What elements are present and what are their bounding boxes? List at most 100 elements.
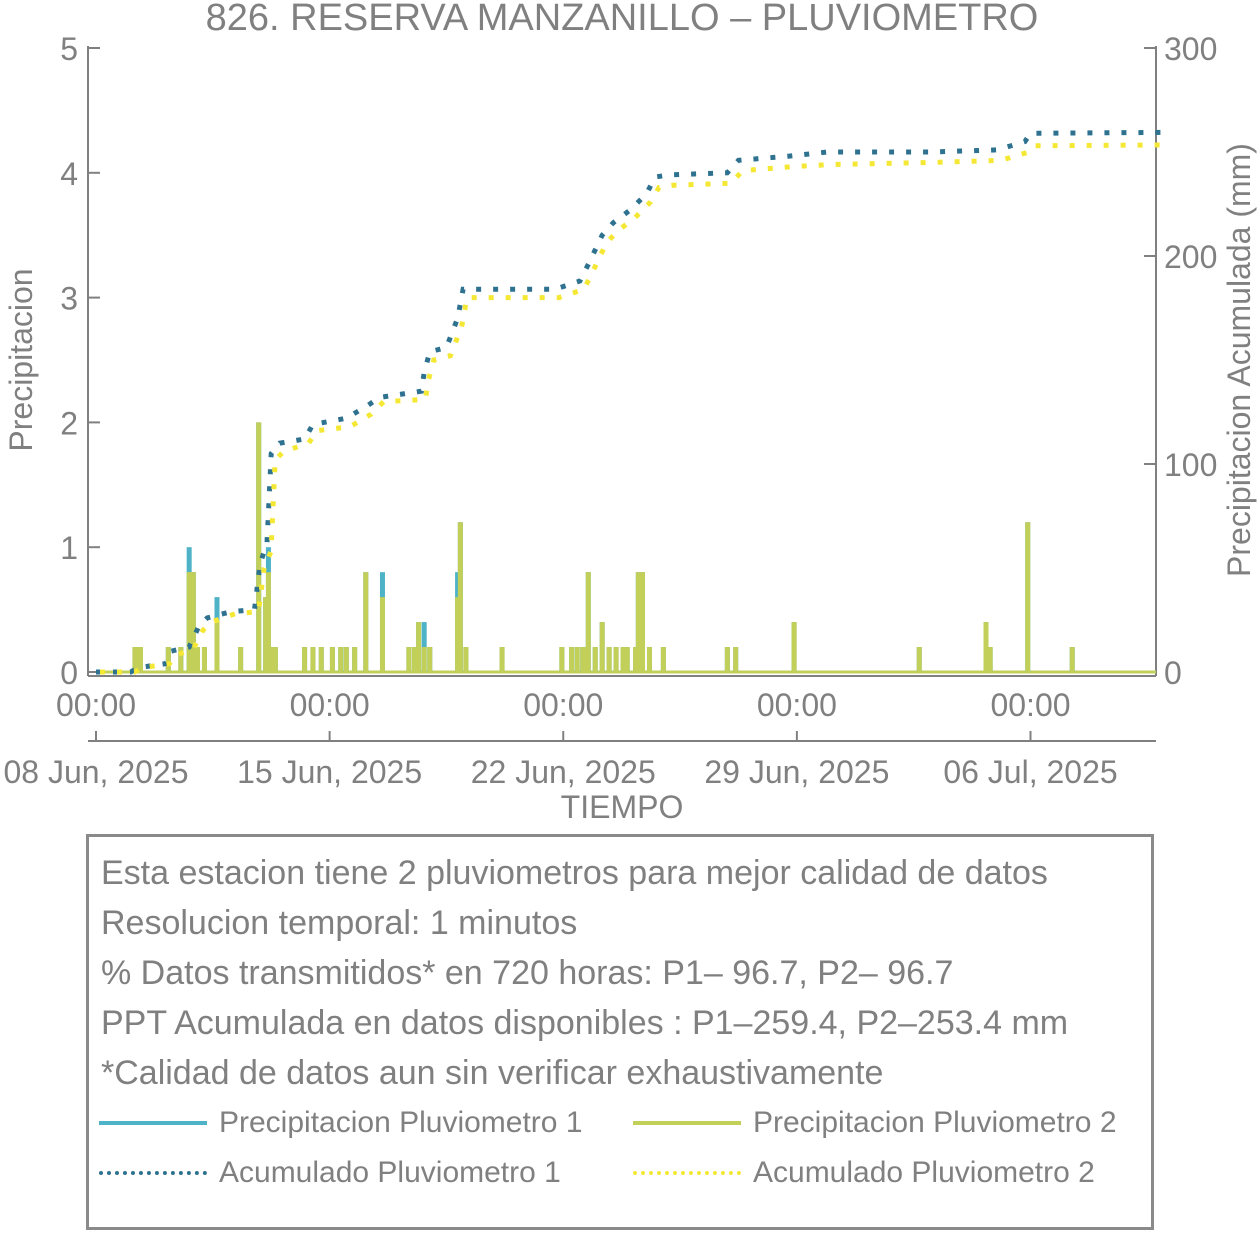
legend-swatch-acum-p2 — [633, 1171, 741, 1175]
precip-p2-bar — [592, 647, 598, 672]
legend-item-acum-p1: Acumulado Pluviometro 1 — [99, 1153, 619, 1193]
left-tick-label: 2 — [60, 405, 78, 441]
precip-p2-bar — [310, 647, 316, 672]
info-line-stations: Esta estacion tiene 2 pluviometros para … — [101, 854, 1048, 892]
info-line-quality-note: *Calidad de datos aun sin verificar exha… — [101, 1054, 884, 1092]
precip-p2-bar — [214, 622, 220, 672]
precip-p2-bar — [613, 647, 619, 672]
x-tick-time-label: 00:00 — [757, 687, 837, 723]
legend-label-precip-p2: Precipitacion Pluviometro 2 — [753, 1106, 1117, 1139]
precip-p2-bar — [427, 647, 433, 672]
precip-p2-bar — [463, 647, 469, 672]
legend-item-precip-p1: Precipitacion Pluviometro 1 — [99, 1103, 619, 1143]
precip-p2-bar — [569, 647, 575, 672]
precip-p2-bar — [1069, 647, 1075, 672]
info-line-resolution: Resolucion temporal: 1 minutos — [101, 904, 578, 942]
precip-p2-bar — [411, 647, 417, 672]
precip-p2-bar — [268, 647, 274, 672]
rainfall-chart: 826. RESERVA MANZANILLO – PLUVIOMETRO 0 1 2… — [3, 0, 1257, 825]
precip-p2-bar — [190, 572, 196, 672]
precip-p2-bar — [646, 647, 652, 672]
x-tick-time-label: 00:00 — [290, 687, 370, 723]
legend-swatch-precip-p2 — [633, 1121, 741, 1125]
precip-p2-bar — [455, 597, 461, 672]
precip-p2-bar — [133, 647, 139, 672]
precip-p2-bar — [499, 647, 505, 672]
x-tick-date-label: 22 Jun, 2025 — [471, 754, 656, 790]
legend-label-acum-p2: Acumulado Pluviometro 2 — [753, 1156, 1095, 1189]
legend-item-precip-p2: Precipitacion Pluviometro 2 — [633, 1103, 1153, 1143]
x-axis-label: TIEMPO — [561, 789, 684, 825]
acumulado-p2-line — [100, 142, 1169, 675]
legend-swatch-acum-p1 — [99, 1171, 207, 1175]
precip-p2-bar — [987, 647, 993, 672]
precip-p2-bar — [580, 647, 586, 672]
precip-p2-bar — [165, 647, 171, 672]
precip-p2-bar — [916, 647, 922, 672]
precip-p2-bar — [329, 647, 335, 672]
x-tick-date-label: 29 Jun, 2025 — [704, 754, 889, 790]
precip-p2-bar — [318, 647, 324, 672]
left-tick-label: 3 — [60, 281, 78, 317]
acumulado-p1-line — [96, 129, 1165, 675]
precip-p2-bar — [302, 647, 308, 672]
precip-p2-bar — [263, 597, 269, 672]
precip-p2-bar — [457, 522, 463, 672]
precip-p2-bar — [238, 647, 244, 672]
precip-p2-bar — [583, 647, 588, 672]
precip-p2-bar — [188, 572, 194, 672]
legend-item-acum-p2: Acumulado Pluviometro 2 — [633, 1153, 1153, 1193]
precip-p2-bar — [195, 647, 201, 672]
precip-p2-bar — [379, 597, 385, 672]
x-tick-time-label: 00:00 — [56, 687, 136, 723]
precip-p2-bar — [633, 647, 639, 672]
left-tick-label: 4 — [60, 156, 78, 192]
left-tick-label: 1 — [60, 530, 78, 566]
precip-p2-bar — [201, 647, 207, 672]
precip-p2-bar — [983, 622, 989, 672]
left-tick-label: 5 — [60, 31, 78, 67]
precip-p2-bar — [640, 572, 646, 672]
precip-p2-bar — [352, 647, 358, 672]
legend-label-acum-p1: Acumulado Pluviometro 1 — [219, 1156, 561, 1189]
precip-p2-bar — [406, 647, 412, 672]
precip-p2-bar — [791, 622, 797, 672]
precip-p2-bar — [343, 647, 349, 672]
right-tick-label: 300 — [1164, 31, 1217, 67]
x-tick-date-label: 15 Jun, 2025 — [237, 754, 422, 790]
precip-p2-bar — [574, 647, 580, 672]
left-tick-label: 0 — [60, 655, 78, 691]
info-line-accumulated: PPT Acumulada en datos disponibles : P1–… — [101, 1004, 1069, 1042]
precip-p2-bar — [620, 647, 626, 672]
precip-p2-bar — [585, 572, 591, 672]
precip-p2-bar — [1025, 522, 1031, 672]
info-line-transmitted: % Datos transmitidos* en 720 horas: P1– … — [101, 954, 954, 992]
x-tick-time-label: 00:00 — [990, 687, 1070, 723]
precip-p2-bar — [421, 647, 427, 672]
precip-p2-bar — [559, 647, 565, 672]
right-tick-label: 0 — [1164, 655, 1182, 691]
precip-p2-bar — [256, 422, 262, 672]
precip-p2-bar — [178, 647, 184, 672]
right-tick-label: 200 — [1164, 239, 1217, 275]
precip-p2-bar — [363, 572, 369, 672]
chart-title: 826. RESERVA MANZANILLO – PLUVIOMETRO — [206, 0, 1039, 39]
y-axis-label-left: Precipitacion — [3, 268, 39, 451]
y-axis-label-right: Precipitacion Acumulada (mm) — [1221, 143, 1257, 577]
info-legend-box: Esta estacion tiene 2 pluviometros para … — [86, 834, 1154, 1230]
precip-p2-bar — [416, 622, 422, 672]
x-tick-time-label: 00:00 — [523, 687, 603, 723]
right-tick-label: 100 — [1164, 447, 1217, 483]
precip-p2-bar — [272, 647, 278, 672]
legend-swatch-precip-p1 — [99, 1121, 207, 1125]
x-tick-date-label: 06 Jul, 2025 — [943, 754, 1117, 790]
x-tick-date-label: 08 Jun, 2025 — [3, 754, 188, 790]
precip-p2-bar — [338, 647, 344, 672]
precip-p2-bar — [624, 647, 630, 672]
legend-label-precip-p1: Precipitacion Pluviometro 1 — [219, 1106, 583, 1139]
precip-p2-bar — [635, 572, 641, 672]
precip-p2-bar — [733, 647, 739, 672]
precip-p2-bar — [724, 647, 730, 672]
precip-p2-bar — [599, 622, 605, 672]
precip-p2-bar — [265, 572, 271, 672]
